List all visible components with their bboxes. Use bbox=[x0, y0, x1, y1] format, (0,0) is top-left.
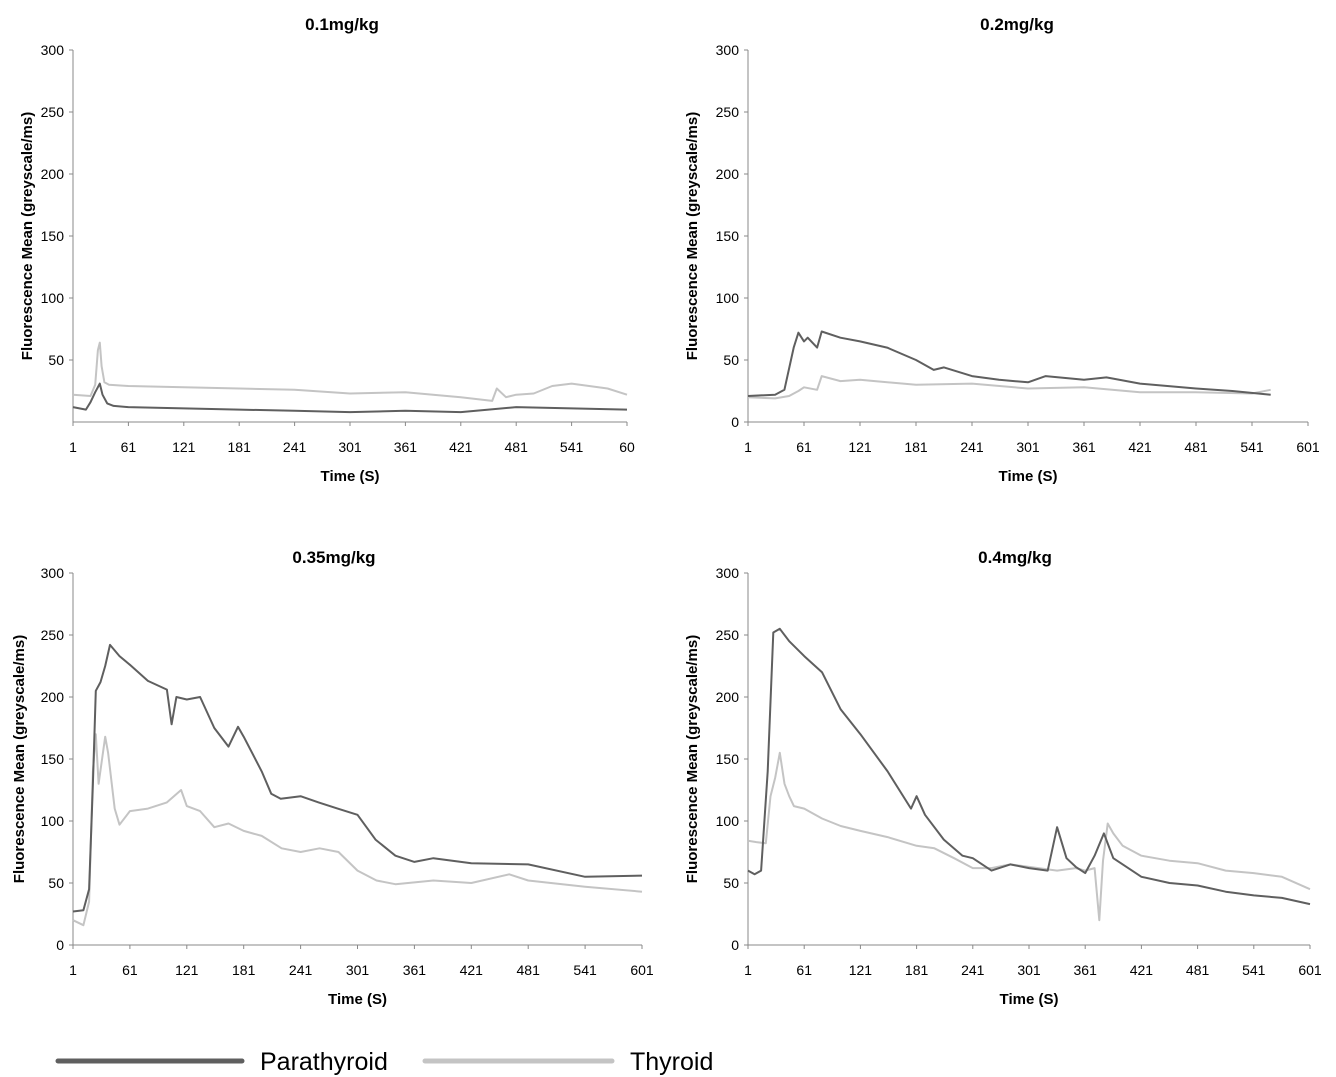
y-tick-label: 0 bbox=[731, 414, 739, 430]
x-axis-label: Time (S) bbox=[328, 991, 387, 1008]
y-tick-label: 300 bbox=[41, 565, 65, 581]
chart-panel-3: 0.35mg/kg Time (S) Fluorescence Mean (grey… bbox=[11, 548, 654, 1008]
x-tick-label: 541 bbox=[560, 439, 584, 455]
y-tick-label: 250 bbox=[716, 104, 740, 120]
x-tick-label: 121 bbox=[848, 439, 872, 455]
y-tick-label: 300 bbox=[716, 42, 740, 58]
x-tick-label: 421 bbox=[449, 439, 473, 455]
y-axis-label: Fluorescence Mean (greyscale/ms) bbox=[684, 635, 701, 883]
x-tick-label: 541 bbox=[573, 962, 597, 978]
x-tick-label: 601 bbox=[1298, 962, 1322, 978]
y-tick-label: 50 bbox=[48, 875, 64, 891]
chart-title: 0.2mg/kg bbox=[980, 15, 1054, 34]
y-tick-label: 50 bbox=[723, 875, 739, 891]
x-tick-label: 481 bbox=[517, 962, 541, 978]
series-line-parathyroid bbox=[72, 643, 643, 913]
x-tick-label: 421 bbox=[1130, 962, 1154, 978]
x-tick-label: 481 bbox=[1184, 439, 1208, 455]
x-tick-label: 481 bbox=[1186, 962, 1210, 978]
x-tick-label: 61 bbox=[121, 439, 137, 455]
y-tick-label: 100 bbox=[41, 813, 65, 829]
x-tick-label: 241 bbox=[960, 439, 984, 455]
x-tick-label: 61 bbox=[796, 962, 812, 978]
x-tick-label: 301 bbox=[346, 962, 370, 978]
x-tick-label: 421 bbox=[1128, 439, 1152, 455]
x-tick-label: 121 bbox=[175, 962, 199, 978]
x-tick-label: 121 bbox=[172, 439, 196, 455]
x-tick-label: 1 bbox=[69, 439, 77, 455]
y-axis-label: Fluorescence Mean (greyscale/ms) bbox=[19, 112, 36, 360]
x-axis-label: Time (S) bbox=[1000, 991, 1059, 1008]
series-line-parathyroid bbox=[747, 330, 1271, 397]
y-tick-label: 250 bbox=[41, 627, 65, 643]
chart-title: 0.4mg/kg bbox=[978, 548, 1052, 567]
x-tick-label: 241 bbox=[961, 962, 985, 978]
chart-title: 0.35mg/kg bbox=[292, 548, 375, 567]
x-tick-label: 241 bbox=[289, 962, 313, 978]
y-tick-label: 0 bbox=[731, 937, 739, 953]
x-tick-label: 181 bbox=[232, 962, 256, 978]
y-tick-label: 250 bbox=[41, 104, 65, 120]
chart-panel-1: 0.1mg/kg Time (S) Fluorescence Mean (greys… bbox=[19, 15, 635, 485]
y-tick-label: 100 bbox=[716, 813, 740, 829]
y-tick-label: 200 bbox=[716, 689, 740, 705]
series-line-thyroid bbox=[72, 733, 643, 927]
y-tick-label: 150 bbox=[716, 228, 740, 244]
x-tick-label: 361 bbox=[1072, 439, 1096, 455]
x-tick-label: 61 bbox=[796, 439, 812, 455]
y-tick-label: 150 bbox=[41, 228, 65, 244]
chart-panel-2: 0.2mg/kg Time (S) Fluorescence Mean (greys… bbox=[684, 15, 1320, 485]
x-tick-label: 181 bbox=[905, 962, 929, 978]
y-tick-label: 50 bbox=[48, 352, 64, 368]
series-line-thyroid bbox=[747, 375, 1271, 400]
y-tick-label: 0 bbox=[56, 937, 64, 953]
chart-legend: Parathyroid Thyroid bbox=[55, 1048, 713, 1076]
x-tick-label: 481 bbox=[505, 439, 529, 455]
x-tick-label: 541 bbox=[1240, 439, 1264, 455]
x-tick-label: 421 bbox=[460, 962, 484, 978]
y-tick-label: 150 bbox=[716, 751, 740, 767]
legend-label-thyroid: Thyroid bbox=[630, 1048, 713, 1076]
x-tick-label: 1 bbox=[744, 439, 752, 455]
x-tick-label: 181 bbox=[228, 439, 252, 455]
x-tick-label: 60 bbox=[619, 439, 635, 455]
y-tick-label: 150 bbox=[41, 751, 65, 767]
y-tick-label: 300 bbox=[716, 565, 740, 581]
x-tick-label: 301 bbox=[1017, 962, 1041, 978]
y-tick-label: 300 bbox=[41, 42, 65, 58]
chart-title: 0.1mg/kg bbox=[305, 15, 379, 34]
x-tick-label: 301 bbox=[338, 439, 362, 455]
legend-label-parathyroid: Parathyroid bbox=[260, 1048, 388, 1076]
x-tick-label: 301 bbox=[1016, 439, 1040, 455]
y-axis-label: Fluorescence Mean (greyscale/ms) bbox=[11, 635, 28, 883]
x-axis-label: Time (S) bbox=[999, 468, 1058, 485]
x-tick-label: 121 bbox=[849, 962, 873, 978]
series-line-thyroid bbox=[72, 341, 628, 402]
x-tick-label: 1 bbox=[69, 962, 77, 978]
x-tick-label: 601 bbox=[1296, 439, 1320, 455]
chart-panel-4: 0.4mg/kg Time (S) Fluorescence Mean (greys… bbox=[684, 548, 1322, 1008]
x-tick-label: 1 bbox=[744, 962, 752, 978]
x-tick-label: 361 bbox=[1074, 962, 1098, 978]
series-line-thyroid bbox=[747, 751, 1311, 922]
y-tick-label: 50 bbox=[723, 352, 739, 368]
x-tick-label: 601 bbox=[630, 962, 654, 978]
x-tick-label: 361 bbox=[394, 439, 418, 455]
y-tick-label: 100 bbox=[41, 290, 65, 306]
y-tick-label: 200 bbox=[41, 166, 65, 182]
x-tick-label: 61 bbox=[122, 962, 138, 978]
y-axis-label: Fluorescence Mean (greyscale/ms) bbox=[684, 112, 701, 360]
x-tick-label: 361 bbox=[403, 962, 427, 978]
x-tick-label: 541 bbox=[1242, 962, 1266, 978]
x-axis-label: Time (S) bbox=[321, 468, 380, 485]
y-tick-label: 250 bbox=[716, 627, 740, 643]
x-tick-label: 181 bbox=[904, 439, 928, 455]
series-line-parathyroid bbox=[72, 382, 628, 414]
y-tick-label: 200 bbox=[41, 689, 65, 705]
y-tick-label: 100 bbox=[716, 290, 740, 306]
x-tick-label: 241 bbox=[283, 439, 307, 455]
y-tick-label: 200 bbox=[716, 166, 740, 182]
series-line-parathyroid bbox=[747, 627, 1311, 906]
